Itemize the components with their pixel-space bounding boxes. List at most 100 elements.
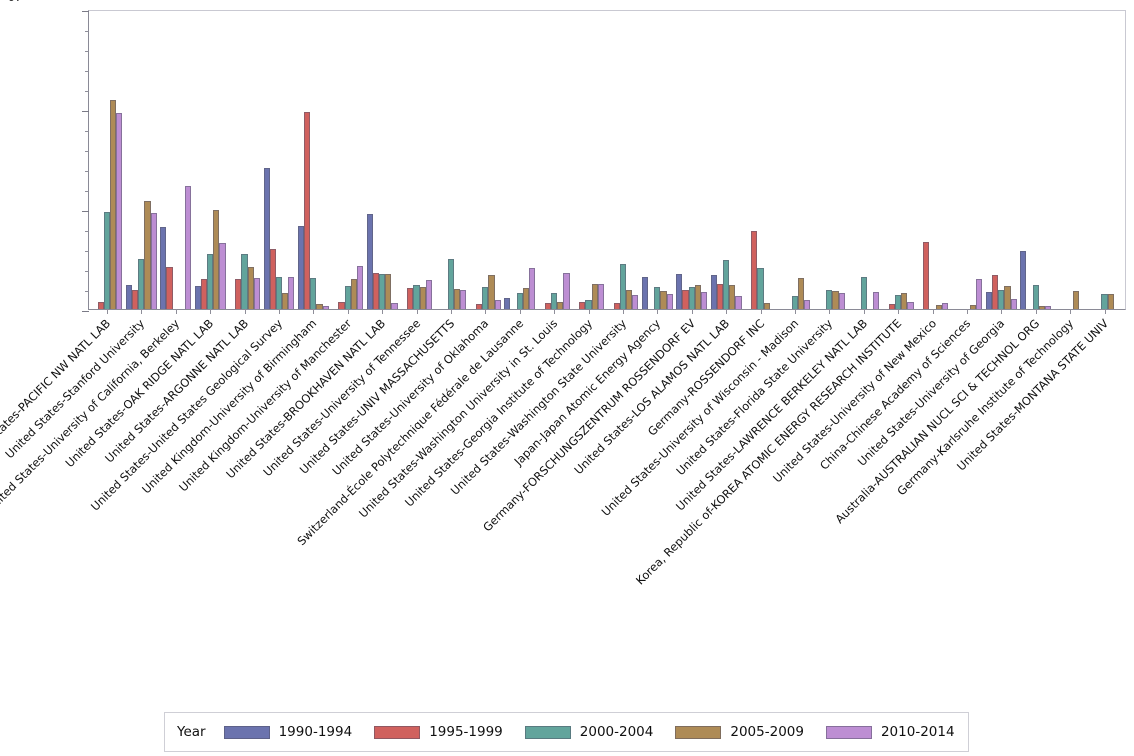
bar (447, 259, 455, 309)
bar (626, 290, 633, 309)
bar (488, 275, 495, 309)
bar (688, 287, 695, 309)
bar (310, 278, 317, 309)
bar (235, 279, 242, 309)
bar-group (263, 9, 295, 314)
legend-items: 1990-1994 1995-1999 2000-2004 2005-2009 2010… (223, 724, 977, 740)
bar (316, 304, 323, 309)
bar (419, 287, 426, 309)
bar (563, 273, 570, 309)
bar-group (194, 9, 226, 314)
y-axis-minor-tick (85, 291, 89, 292)
bar (275, 277, 283, 309)
bar (701, 292, 708, 309)
bar (297, 226, 305, 309)
y-axis-title-text: Shr. of publ. in class, full counts (%) (4, 0, 26, 22)
bar (241, 254, 248, 309)
legend-item[interactable]: 2010-2014 (825, 724, 955, 740)
legend-item[interactable]: 2000-2004 (524, 724, 653, 740)
bar-group (229, 9, 261, 314)
bar (1038, 306, 1046, 309)
legend-item-label: 1990-1994 (278, 724, 353, 740)
legend-color-swatch (223, 725, 270, 739)
plot-frame: 0.010.020.030.0 (82, 9, 1126, 314)
bar (504, 298, 511, 309)
bar-group (985, 9, 1017, 314)
bar-group (401, 9, 433, 314)
legend-item[interactable]: 1990-1994 (223, 724, 353, 740)
y-axis-minor-tick (85, 91, 89, 92)
bar (826, 290, 833, 309)
legend-color-swatch (675, 725, 722, 739)
bar (763, 303, 770, 309)
bar (619, 264, 627, 309)
bar (544, 303, 552, 309)
bar (1020, 251, 1027, 309)
y-axis-minor-tick (85, 251, 89, 252)
bar (579, 302, 586, 309)
bar (425, 280, 433, 309)
bar (976, 279, 983, 309)
bar (110, 100, 117, 309)
bar (357, 266, 364, 309)
bar (103, 212, 111, 309)
bar (494, 300, 501, 309)
bar (413, 285, 420, 309)
bar (998, 290, 1005, 309)
y-axis-minor-tick (85, 271, 89, 272)
bar-group (952, 9, 983, 314)
bar-group (814, 9, 845, 314)
bar (304, 112, 311, 309)
bar (1032, 285, 1039, 309)
x-axis-tick (863, 309, 865, 314)
bar (372, 273, 380, 309)
bar-group (641, 9, 673, 314)
bar (798, 278, 805, 309)
bar-group (297, 9, 329, 314)
x-axis-tick (210, 309, 212, 314)
x-axis-tick (1070, 309, 1072, 314)
bar (1010, 299, 1017, 309)
bar (907, 302, 914, 309)
legend-item[interactable]: 1995-1999 (374, 724, 503, 740)
x-axis-tick (107, 309, 108, 314)
x-axis-tick (657, 309, 659, 314)
bar (322, 306, 329, 309)
x-axis-tick (347, 309, 349, 314)
x-axis-tick (795, 309, 796, 314)
bar (585, 300, 592, 309)
bar (150, 213, 157, 309)
bar (247, 267, 254, 309)
bar (832, 291, 839, 309)
y-axis-major-tick (82, 11, 89, 12)
bar-group (917, 9, 949, 314)
y-axis-minor-tick (85, 31, 89, 32)
bar (710, 275, 717, 309)
bar (454, 289, 461, 309)
bar (288, 277, 295, 309)
plot-area (89, 9, 1125, 314)
bar-group (92, 9, 123, 314)
bar (253, 278, 261, 309)
bar (923, 242, 930, 309)
y-axis-minor-tick (85, 131, 89, 132)
bar (138, 259, 145, 309)
x-axis-tick (932, 309, 934, 314)
bar (1101, 294, 1108, 309)
legend-item[interactable]: 2005-2009 (675, 724, 804, 740)
bar-group (366, 9, 398, 314)
bar (350, 279, 358, 309)
bar-group (160, 9, 192, 314)
bar (366, 214, 373, 309)
x-axis-tick (313, 309, 315, 314)
bar (263, 168, 270, 309)
bar-group (676, 9, 708, 314)
bar (970, 305, 977, 309)
bar (219, 243, 226, 309)
bar (200, 279, 208, 309)
bar (522, 288, 530, 309)
bar (194, 286, 201, 309)
x-axis-tick (829, 309, 831, 314)
bar-group (539, 9, 570, 314)
